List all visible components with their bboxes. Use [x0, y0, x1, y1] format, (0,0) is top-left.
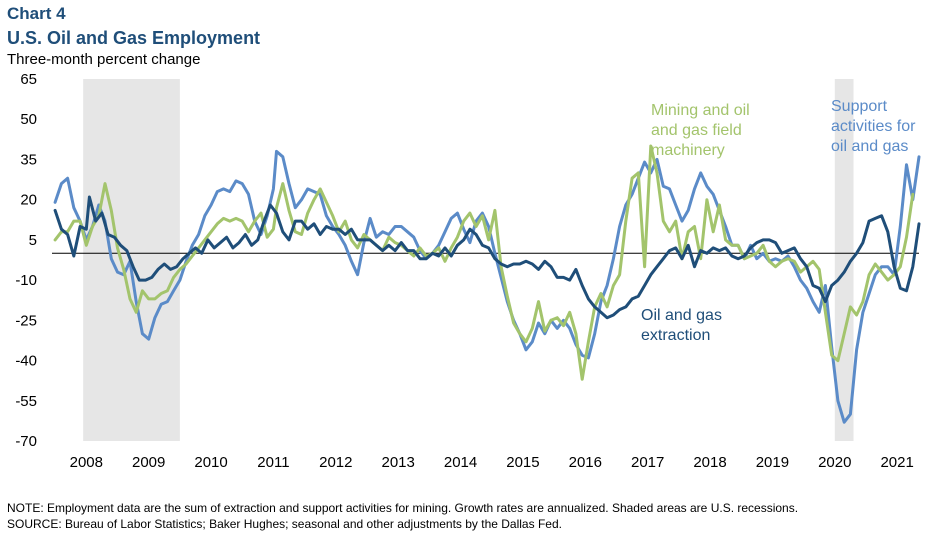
x-tick-label: 2008 [70, 454, 103, 471]
x-tick-label: 2020 [818, 454, 851, 471]
x-tick-label: 2009 [132, 454, 165, 471]
annotations: Mining and oil and gas field machinery Supp… [641, 98, 916, 344]
annotation-machinery: Mining and oil [651, 102, 750, 119]
y-tick-label: -55 [15, 393, 37, 410]
chart-subtitle: Three-month percent change [7, 51, 201, 68]
y-tick-label: -10 [15, 272, 37, 289]
chart-number: Chart 4 [7, 4, 66, 23]
x-tick-label: 2017 [631, 454, 664, 471]
series-line-extraction [53, 195, 921, 320]
footnote: NOTE: Employment data are the sum of ext… [7, 501, 799, 515]
line-chart: -70 -55 -40 -25 -10 5 20 35 50 65 2008 2009 2010 201… [15, 71, 921, 471]
series-line-machinery [53, 144, 915, 381]
y-tick-label: 50 [20, 111, 37, 128]
source-note: SOURCE: Bureau of Labor Statistics; Bake… [7, 517, 562, 531]
y-tick-label: -70 [15, 433, 37, 450]
y-tick-label: 65 [20, 71, 37, 88]
x-tick-label: 2013 [381, 454, 414, 471]
y-tick-label: -25 [15, 312, 37, 329]
x-tick-label: 2018 [693, 454, 726, 471]
y-tick-label: -40 [15, 353, 37, 370]
annotation-machinery: machinery [651, 142, 725, 159]
series-line-support [53, 149, 921, 424]
annotation-support: activities for [831, 118, 916, 135]
x-tick-label: 2016 [569, 454, 602, 471]
y-tick-label: 20 [20, 192, 37, 209]
annotation-support: Support [831, 98, 888, 115]
x-tick-label: 2010 [194, 454, 227, 471]
y-tick-label: 5 [29, 232, 37, 249]
chart-title: U.S. Oil and Gas Employment [7, 28, 261, 48]
annotation-machinery: and gas field [651, 122, 742, 139]
annotation-extraction: Oil and gas [641, 307, 722, 324]
x-tick-label: 2021 [880, 454, 913, 471]
x-axis-ticks: 2008 2009 2010 2011 2012 2013 2014 2015 2016 2017… [70, 454, 914, 471]
y-axis-ticks: -70 -55 -40 -25 -10 5 20 35 50 65 [15, 71, 37, 450]
annotation-support: oil and gas [831, 138, 908, 155]
x-tick-label: 2012 [319, 454, 352, 471]
series-lines [53, 144, 921, 424]
y-tick-label: 35 [20, 151, 37, 168]
x-tick-label: 2011 [257, 454, 289, 471]
annotation-extraction: extraction [641, 327, 710, 344]
x-tick-label: 2019 [756, 454, 789, 471]
x-tick-label: 2014 [444, 454, 477, 471]
x-tick-label: 2015 [506, 454, 539, 471]
